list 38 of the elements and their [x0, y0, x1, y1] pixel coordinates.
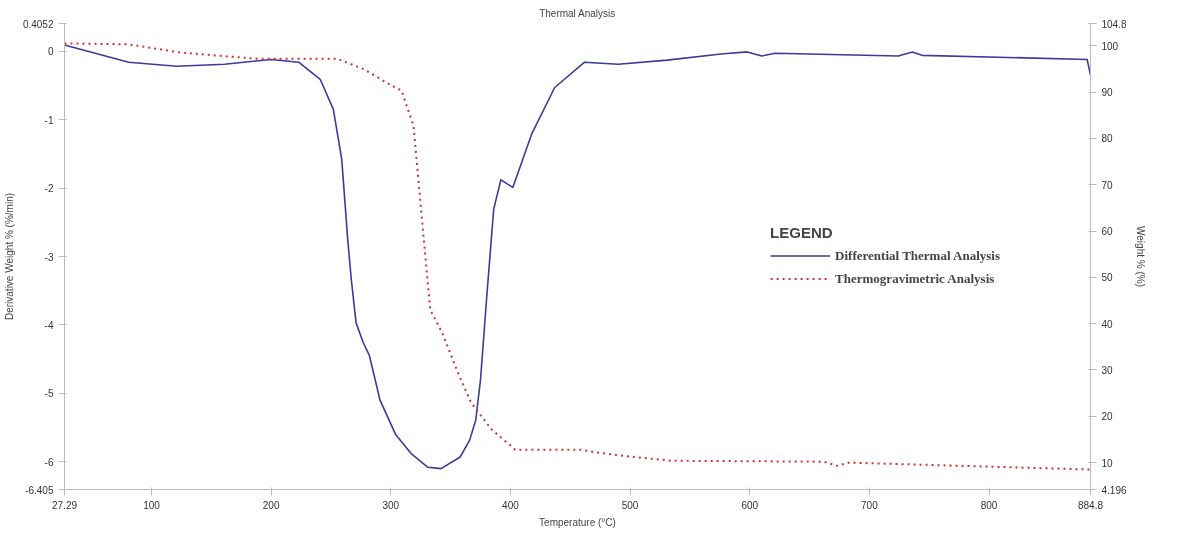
- x-tick-label: 800: [980, 499, 998, 511]
- x-tick-label: 600: [741, 499, 759, 511]
- y2-tick-label: 10: [1101, 457, 1114, 469]
- y-tick-label: -3: [44, 251, 54, 263]
- y2-axis-title: Weight % (%): [1134, 226, 1146, 287]
- x-tick-label: 700: [861, 499, 879, 511]
- y-tick-label: -6.405: [25, 484, 54, 496]
- y2-tick-label: 60: [1101, 226, 1114, 238]
- y2-tick-label: 40: [1101, 318, 1114, 330]
- y-tick-label: -4: [44, 319, 54, 331]
- y2-tick-label: 100: [1101, 40, 1119, 52]
- y2-tick-label: 20: [1101, 411, 1114, 423]
- x-tick-label: 27.29: [51, 499, 78, 511]
- x-tick-label: 200: [262, 499, 280, 511]
- y2-tick-label: 80: [1101, 133, 1114, 145]
- x-axis-title: Temperature (°C): [539, 516, 616, 528]
- y-tick-label: -1: [44, 114, 54, 126]
- y2-tick-label: 70: [1101, 179, 1114, 191]
- y2-tick-label: 104.8: [1101, 18, 1127, 30]
- x-tick-label: 100: [143, 499, 161, 511]
- x-tick-label: 884.8: [1077, 499, 1104, 511]
- y2-tick-label: 4.196: [1101, 484, 1127, 496]
- y-tick-label: -6: [44, 456, 54, 468]
- chart-title: Thermal Analysis: [539, 7, 616, 19]
- legend-label: Thermogravimetric Analysis: [835, 270, 995, 287]
- y2-tick-label: 50: [1101, 272, 1114, 284]
- y-axis-title: Derivative Weight % (%/min): [3, 192, 15, 321]
- y-tick-label: -5: [44, 388, 54, 400]
- y2-tick-label: 90: [1101, 87, 1114, 99]
- y-tick-label: 0.4052: [22, 18, 54, 30]
- legend-label: Differential Thermal Analysis: [835, 247, 1000, 264]
- y-tick-label: -2: [44, 183, 54, 195]
- x-tick-label: 400: [502, 499, 520, 511]
- y-tick-label: 0: [47, 46, 54, 58]
- y2-tick-label: 30: [1101, 364, 1114, 376]
- legend-title: LEGEND: [770, 223, 834, 241]
- x-tick-label: 300: [382, 499, 400, 511]
- x-tick-label: 500: [621, 499, 639, 511]
